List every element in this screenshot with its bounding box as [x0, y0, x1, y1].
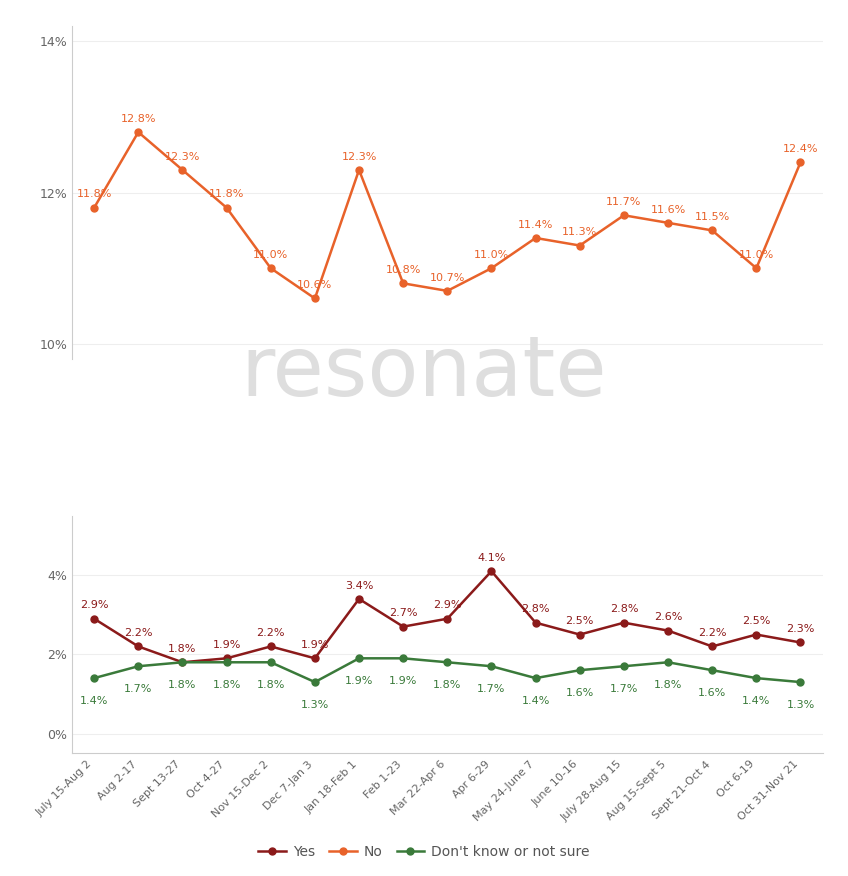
- Text: 1.6%: 1.6%: [566, 689, 594, 698]
- Text: 11.3%: 11.3%: [562, 227, 597, 237]
- Text: 10.6%: 10.6%: [298, 280, 332, 290]
- Text: 1.4%: 1.4%: [522, 696, 550, 706]
- Text: 2.6%: 2.6%: [654, 612, 683, 622]
- Text: 2.2%: 2.2%: [256, 628, 285, 638]
- Text: 12.8%: 12.8%: [120, 114, 156, 124]
- Text: 2.9%: 2.9%: [80, 600, 109, 611]
- Text: 1.8%: 1.8%: [212, 681, 241, 690]
- Text: 11.5%: 11.5%: [695, 212, 730, 223]
- Text: 11.0%: 11.0%: [739, 250, 774, 260]
- Text: 11.0%: 11.0%: [474, 250, 509, 260]
- Text: 1.9%: 1.9%: [345, 676, 373, 687]
- Text: 2.9%: 2.9%: [433, 600, 461, 611]
- Text: 3.4%: 3.4%: [345, 581, 373, 590]
- Text: 12.3%: 12.3%: [165, 152, 200, 161]
- Text: 11.0%: 11.0%: [253, 250, 288, 260]
- Text: 1.8%: 1.8%: [433, 681, 461, 690]
- Legend: Yes, No, Don't know or not sure: Yes, No, Don't know or not sure: [253, 839, 595, 865]
- Text: 1.4%: 1.4%: [742, 696, 771, 706]
- Text: 2.7%: 2.7%: [389, 608, 417, 618]
- Text: 11.7%: 11.7%: [606, 197, 642, 207]
- Text: 12.3%: 12.3%: [342, 152, 377, 161]
- Text: 11.8%: 11.8%: [209, 189, 244, 200]
- Text: 2.2%: 2.2%: [698, 628, 727, 638]
- Text: 2.3%: 2.3%: [786, 624, 815, 634]
- Text: 2.5%: 2.5%: [742, 616, 771, 626]
- Text: 11.8%: 11.8%: [76, 189, 112, 200]
- Text: 1.3%: 1.3%: [786, 700, 815, 710]
- Text: 1.9%: 1.9%: [212, 640, 241, 650]
- Text: 1.8%: 1.8%: [168, 644, 197, 654]
- Text: 2.2%: 2.2%: [124, 628, 153, 638]
- Text: 2.8%: 2.8%: [610, 604, 639, 614]
- Text: 1.3%: 1.3%: [301, 700, 329, 710]
- Text: 1.6%: 1.6%: [698, 689, 727, 698]
- Text: 1.9%: 1.9%: [389, 676, 417, 687]
- Text: 10.8%: 10.8%: [386, 265, 421, 275]
- Text: 4.1%: 4.1%: [477, 553, 505, 563]
- Text: resonate: resonate: [241, 332, 607, 413]
- Text: 1.7%: 1.7%: [477, 684, 505, 695]
- Text: 1.7%: 1.7%: [610, 684, 638, 695]
- Text: 1.9%: 1.9%: [301, 640, 329, 650]
- Text: 11.4%: 11.4%: [518, 220, 553, 230]
- Text: 1.7%: 1.7%: [124, 684, 153, 695]
- Text: 1.8%: 1.8%: [168, 681, 197, 690]
- Text: 10.7%: 10.7%: [430, 272, 465, 283]
- Text: 1.4%: 1.4%: [80, 696, 109, 706]
- Text: 12.4%: 12.4%: [783, 144, 818, 154]
- Text: 2.8%: 2.8%: [522, 604, 550, 614]
- Text: 1.8%: 1.8%: [257, 681, 285, 690]
- Text: 11.6%: 11.6%: [650, 204, 686, 215]
- Text: 2.5%: 2.5%: [566, 616, 594, 626]
- Text: 1.8%: 1.8%: [654, 681, 683, 690]
